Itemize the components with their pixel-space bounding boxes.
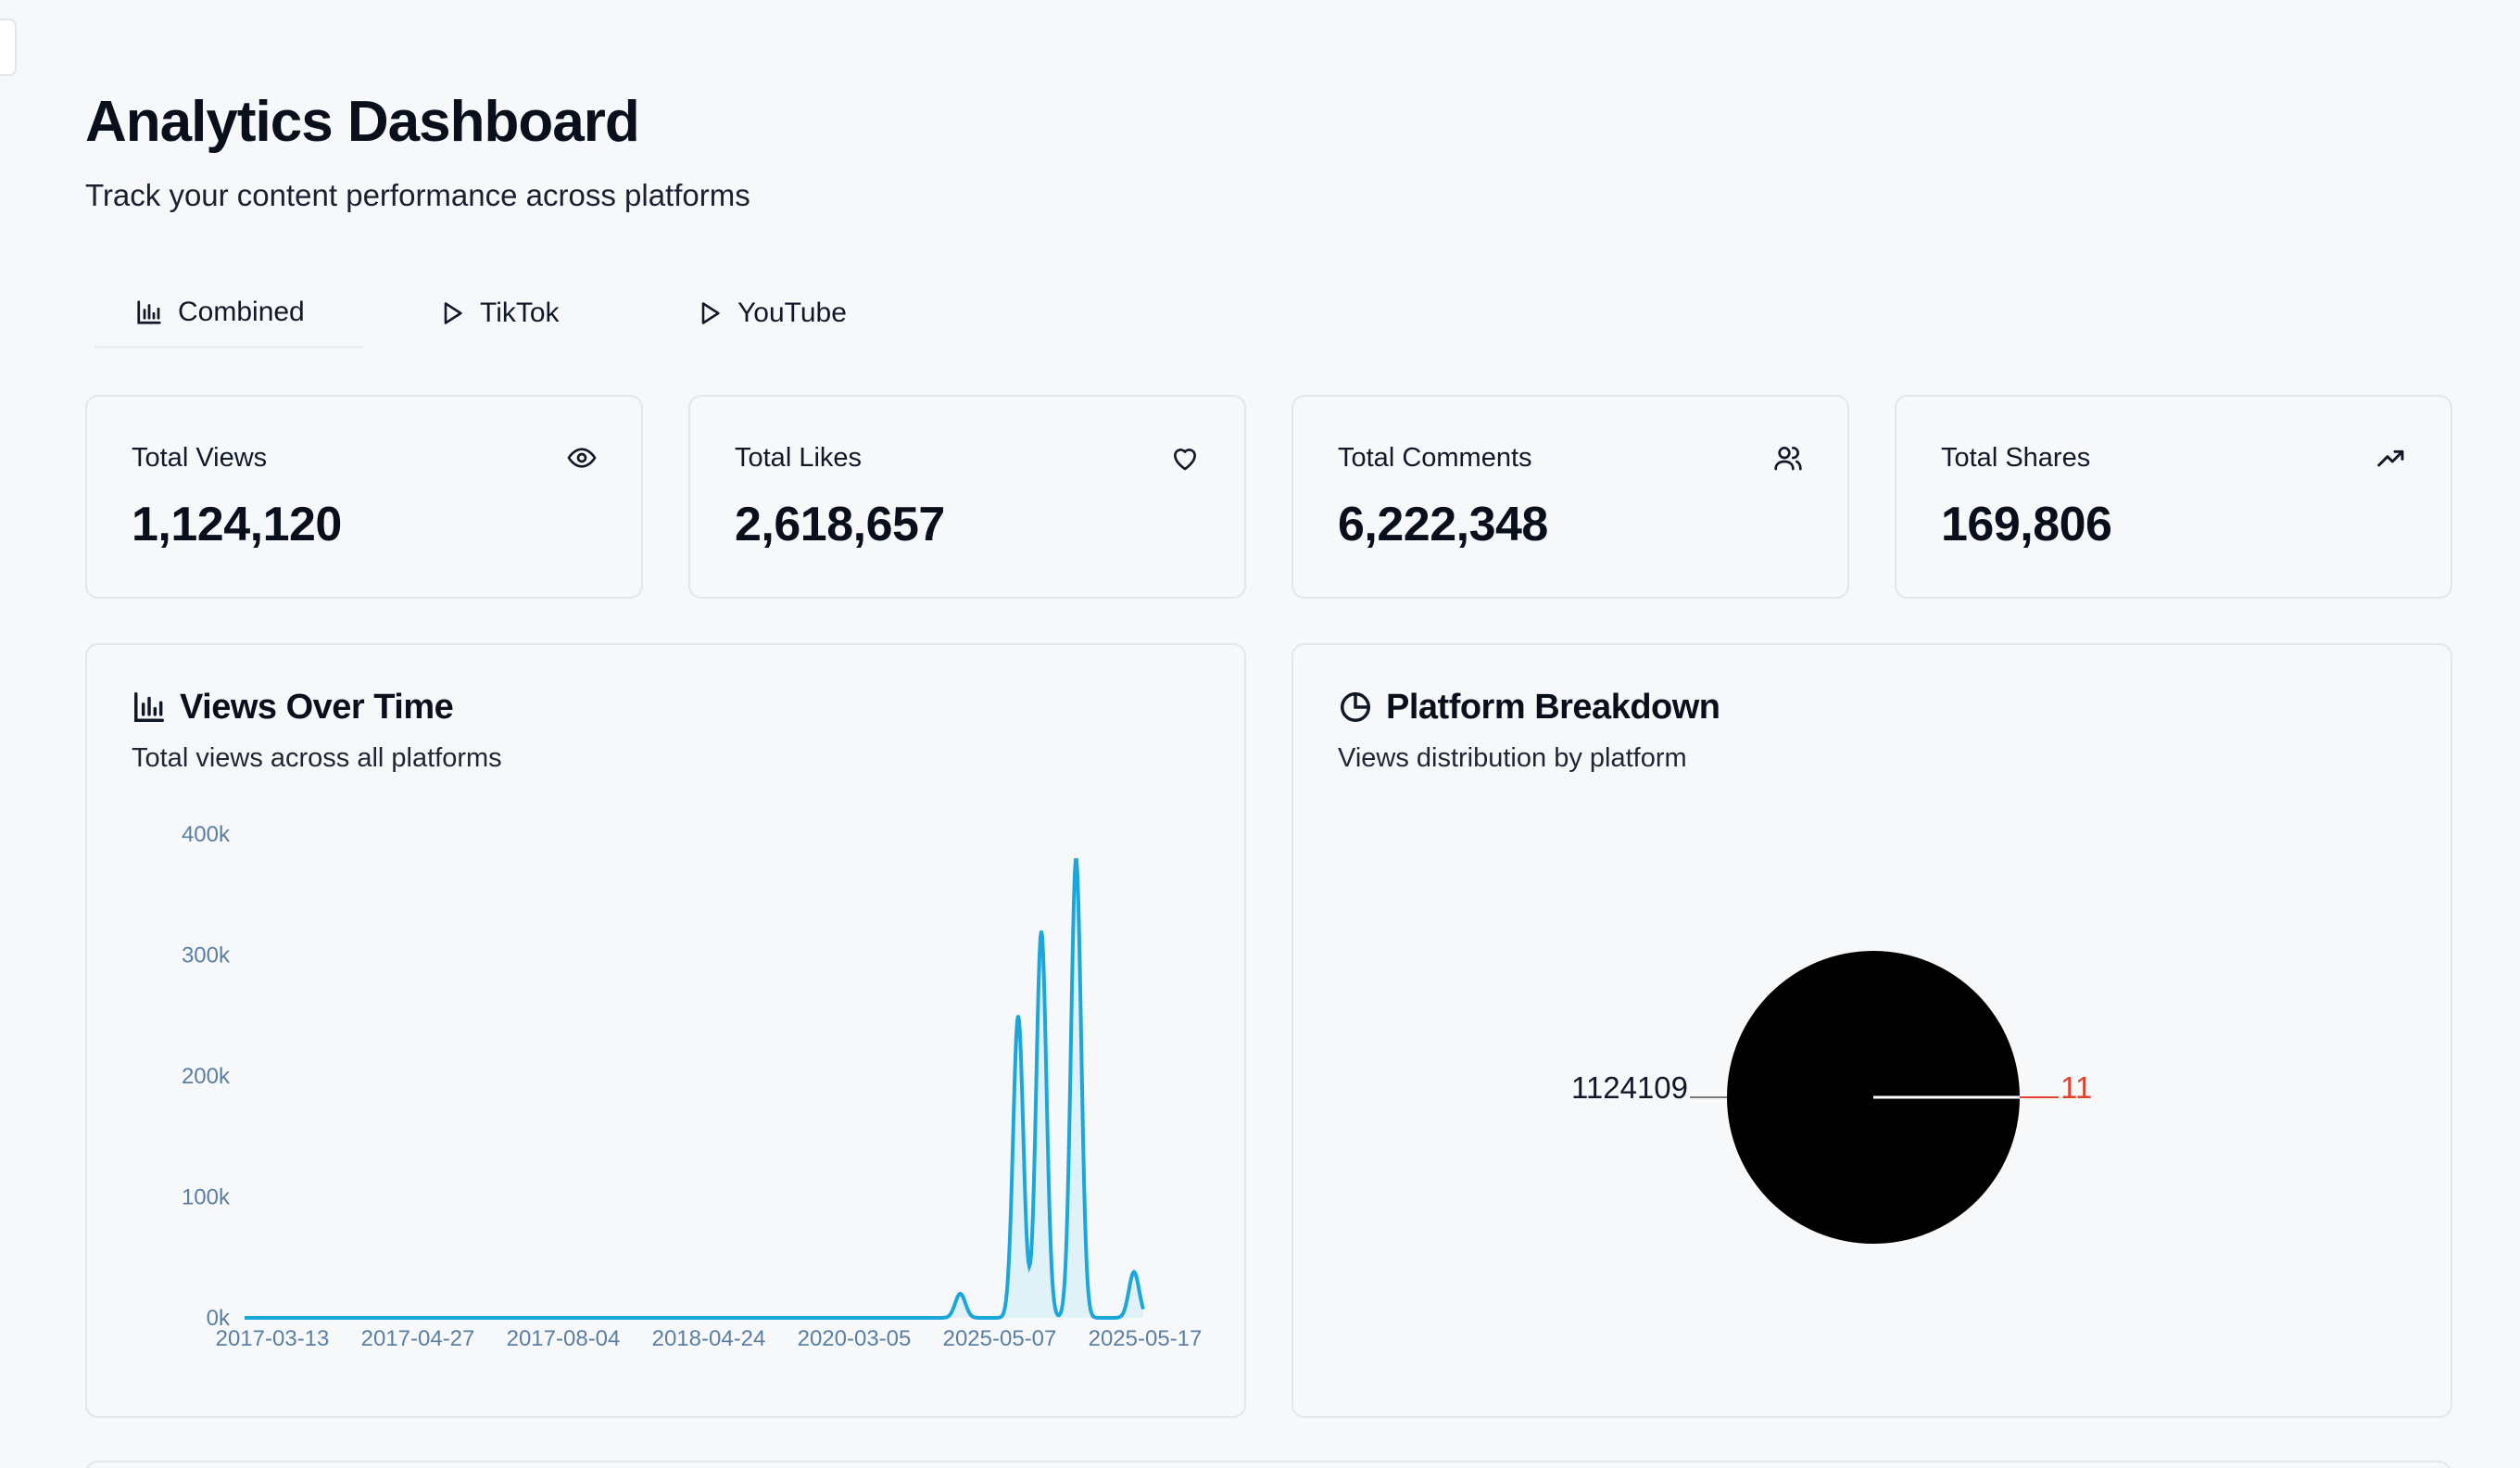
x-tick-label: 2025-05-07 — [943, 1326, 1057, 1351]
bar-chart-icon — [134, 692, 164, 722]
data-point[interactable] — [1131, 1269, 1137, 1274]
y-tick-label: 100k — [182, 1185, 231, 1210]
x-tick-label: 2018-04-24 — [652, 1326, 766, 1351]
stat-label: Total Shares — [1941, 443, 2091, 473]
platform-breakdown-card: Platform Breakdown Views distribution by… — [1292, 643, 2452, 1418]
views-area-chart: 0k 100k 200k 300k 400k 2017-03-13 2017-04-27 20… — [182, 822, 1203, 1351]
tab-tiktok[interactable]: TikTok — [439, 278, 560, 348]
next-section-card — [85, 1461, 2451, 1468]
stat-card-comments: Total Comments 6,222,348 — [1292, 395, 1849, 599]
stat-value: 1,124,120 — [132, 498, 342, 551]
y-tick-label: 0k — [207, 1306, 231, 1331]
pie-slice-label: 1124109 — [1571, 1070, 1688, 1105]
data-point[interactable] — [1074, 855, 1079, 861]
data-point[interactable] — [1039, 928, 1044, 933]
x-tick-label: 2017-08-04 — [507, 1326, 621, 1351]
pie-slice-label: 11 — [2060, 1070, 2092, 1105]
y-tick-label: 300k — [182, 943, 231, 968]
panel-title: Views Over Time — [180, 688, 454, 727]
x-tick-label: 2017-03-13 — [216, 1326, 330, 1351]
stat-card-shares: Total Shares 169,806 — [1895, 395, 2452, 599]
panel-subtitle: Views distribution by platform — [1338, 743, 1687, 773]
panel-title: Platform Breakdown — [1386, 688, 1720, 727]
panel-subtitle: Total views across all platforms — [132, 743, 502, 773]
views-over-time-card: Views Over Time Total views across all p… — [85, 643, 1246, 1418]
stat-value: 169,806 — [1941, 498, 2112, 551]
stat-card-views: Total Views 1,124,120 — [85, 395, 643, 599]
tab-label: YouTube — [737, 297, 847, 328]
x-tick-label: 2020-03-05 — [798, 1326, 912, 1351]
play-icon — [701, 302, 720, 324]
bar-chart-icon — [137, 299, 161, 324]
pie-chart-icon — [1341, 692, 1370, 722]
trending-up-icon — [2377, 449, 2404, 467]
x-tick-label: 2025-05-17 — [1089, 1326, 1203, 1351]
stat-label: Total Views — [132, 443, 268, 473]
play-icon — [444, 302, 462, 324]
data-point[interactable] — [958, 1291, 964, 1297]
heart-icon — [1174, 449, 1196, 471]
stat-label: Total Comments — [1338, 443, 1532, 473]
stat-value: 2,618,657 — [735, 498, 945, 551]
stat-card-likes: Total Likes 2,618,657 — [688, 395, 1246, 599]
eye-icon — [567, 448, 597, 468]
tab-combined[interactable]: Combined — [94, 278, 363, 348]
x-tick-label: 2017-04-27 — [361, 1326, 475, 1351]
tab-label: Combined — [178, 296, 305, 327]
tab-label: TikTok — [480, 297, 560, 328]
stat-label: Total Likes — [735, 443, 863, 473]
page-subtitle: Track your content performance across pl… — [85, 178, 750, 212]
users-icon — [1774, 447, 1802, 471]
sidebar-toggle[interactable] — [0, 19, 17, 76]
series-line — [245, 858, 1145, 1320]
y-tick-label: 400k — [182, 822, 231, 847]
platform-pie-chart: 1124109 11 — [1571, 951, 2092, 1244]
data-point[interactable] — [1015, 1013, 1021, 1019]
y-tick-label: 200k — [182, 1064, 231, 1089]
page-title: Analytics Dashboard — [85, 90, 640, 154]
tab-youtube[interactable]: YouTube — [697, 278, 847, 348]
stat-value: 6,222,348 — [1338, 498, 1548, 551]
